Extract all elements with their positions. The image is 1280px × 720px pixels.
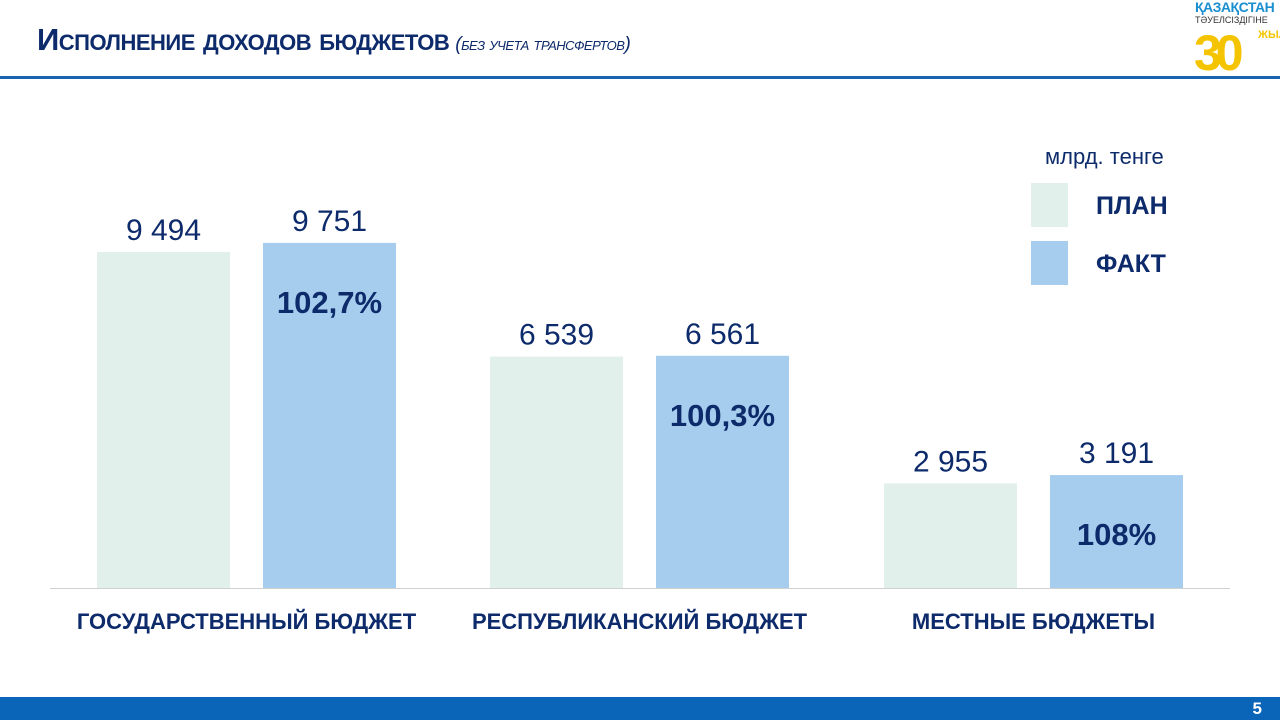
value-label: 9 751 — [292, 205, 367, 238]
legend-label-fact: ФАКТ — [1096, 250, 1166, 278]
category-label: РЕСПУБЛИКАНСКИЙ БЮДЖЕТ — [472, 609, 808, 634]
value-label: 9 494 — [126, 214, 201, 247]
percent-label: 102,7% — [277, 285, 382, 320]
title-text: Исполнение доходов бюджетов — [37, 22, 450, 57]
logo-number: 30 — [1194, 25, 1244, 81]
value-label: 3 191 — [1079, 437, 1154, 470]
bar-plan — [884, 483, 1017, 588]
bar-fact — [656, 355, 789, 588]
value-label: 6 561 — [685, 318, 760, 351]
logo-line3: ЖЫЛ — [1258, 29, 1280, 41]
value-label: 2 955 — [913, 445, 988, 478]
footer-bar: 5 — [0, 697, 1280, 720]
legend-swatch-fact — [1031, 241, 1068, 285]
bar-plan — [97, 252, 230, 588]
bar-plan — [490, 356, 623, 588]
bar-fact — [1050, 475, 1183, 588]
header-divider — [0, 76, 1280, 79]
category-label: ГОСУДАРСТВЕННЫЙ БЮДЖЕТ — [77, 609, 417, 634]
page-number: 5 — [1252, 699, 1262, 718]
bar-fact — [263, 242, 396, 588]
unit-label: млрд. тенге — [1045, 144, 1164, 169]
page-title: Исполнение доходов бюджетов (без учета тр… — [37, 22, 631, 58]
percent-label: 100,3% — [670, 398, 775, 433]
logo-line1: ҚАЗАҚСТАН — [1195, 0, 1275, 15]
category-label: МЕСТНЫЕ БЮДЖЕТЫ — [912, 609, 1155, 634]
legend-swatch-plan — [1031, 183, 1068, 227]
logo-line2: ТӘУЕЛСІЗДІГІНЕ — [1195, 15, 1268, 25]
legend-label-plan: ПЛАН — [1096, 192, 1168, 220]
page-subtitle: (без учета трансфертов) — [455, 34, 631, 55]
anniversary-logo: ҚАЗАҚСТАН ТӘУЕЛСІЗДІГІНЕ 30 ЖЫЛ — [1192, 0, 1280, 80]
percent-label: 108% — [1077, 517, 1156, 552]
bar-chart: 9 494 9 751 102,7% ГОСУДАРСТВЕННЫЙ БЮДЖЕТ 6 … — [50, 205, 1230, 634]
value-label: 6 539 — [519, 319, 594, 352]
